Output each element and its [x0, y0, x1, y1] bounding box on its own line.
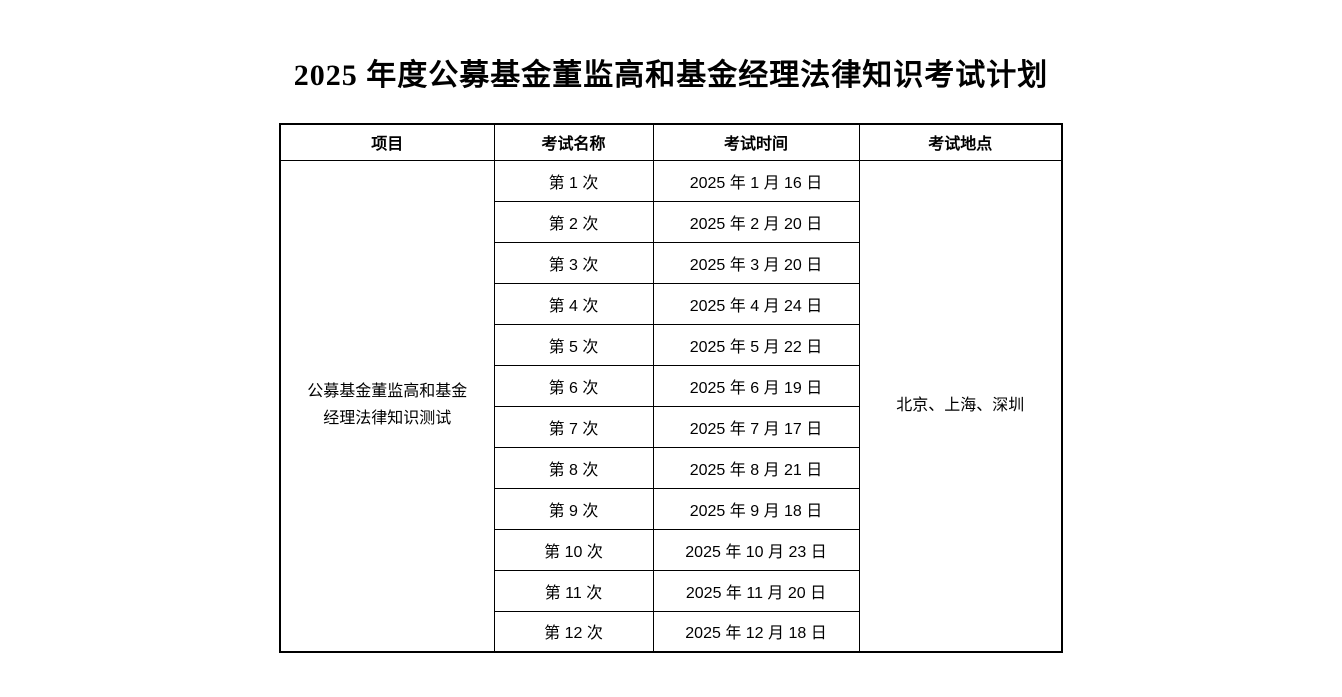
exam-name-cell: 第 11 次: [493, 569, 654, 612]
exam-date-cell: 2025 年 4 月 24 日: [652, 282, 860, 325]
exam-date-cell: 2025 年 3 月 20 日: [652, 241, 860, 284]
table-row: 第 5 次 2025 年 5 月 22 日: [280, 323, 1062, 366]
table-row: 第 2 次 2025 年 2 月 20 日: [280, 200, 1062, 243]
table-row: 第 7 次 2025 年 7 月 17 日: [280, 405, 1062, 448]
exam-name-cell: 第 5 次: [493, 323, 654, 366]
table-row: 第 12 次 2025 年 12 月 18 日: [280, 610, 1062, 653]
exam-name-cell: 第 9 次: [493, 487, 654, 530]
table-row: 第 10 次 2025 年 10 月 23 日: [280, 528, 1062, 571]
column-header-exam-name: 考试名称: [493, 123, 654, 161]
table-header-row: 项目 考试名称 考试时间 考试地点: [279, 123, 1063, 161]
exam-date-cell: 2025 年 7 月 17 日: [652, 405, 860, 448]
page-title: 2025 年度公募基金董监高和基金经理法律知识考试计划: [293, 59, 1049, 92]
project-cell: 公募基金董监高和基金 经理法律知识测试: [279, 159, 495, 653]
location-cell: 北京、上海、深圳: [858, 159, 1063, 653]
exam-name-cell: 第 2 次: [493, 200, 654, 243]
exam-name-cell: 第 3 次: [493, 241, 654, 284]
exam-name-cell: 第 12 次: [493, 610, 654, 653]
table-row: 第 4 次 2025 年 4 月 24 日: [280, 282, 1062, 325]
exam-schedule-table-wrap: 项目 考试名称 考试时间 考试地点 公募基金董监高和基金 经理法律知识测试 第 …: [279, 123, 1063, 653]
table-row: 公募基金董监高和基金 经理法律知识测试 第 1 次 2025 年 1 月 16 …: [279, 159, 1063, 653]
exam-name-cell: 第 8 次: [493, 446, 654, 489]
exam-schedule-table: 项目 考试名称 考试时间 考试地点 公募基金董监高和基金 经理法律知识测试 第 …: [279, 123, 1063, 653]
table-row: 第 11 次 2025 年 11 月 20 日: [280, 569, 1062, 612]
exam-name-cell: 第 1 次: [493, 159, 654, 202]
table-row: 第 3 次 2025 年 3 月 20 日: [280, 241, 1062, 284]
table-row: 第 9 次 2025 年 9 月 18 日: [280, 487, 1062, 530]
column-header-project: 项目: [279, 123, 495, 161]
exam-name-cell: 第 7 次: [493, 405, 654, 448]
exam-date-cell: 2025 年 10 月 23 日: [652, 528, 860, 571]
table-row: 第 6 次 2025 年 6 月 19 日: [280, 364, 1062, 407]
exam-date-cell: 2025 年 9 月 18 日: [652, 487, 860, 530]
exam-date-cell: 2025 年 2 月 20 日: [652, 200, 860, 243]
exam-name-cell: 第 10 次: [493, 528, 654, 571]
column-header-exam-place: 考试地点: [858, 123, 1063, 161]
exam-date-cell: 2025 年 8 月 21 日: [652, 446, 860, 489]
exam-name-cell: 第 4 次: [493, 282, 654, 325]
exam-date-cell: 2025 年 11 月 20 日: [652, 569, 860, 612]
column-header-exam-time: 考试时间: [652, 123, 860, 161]
exam-name-cell: 第 6 次: [493, 364, 654, 407]
table-row: 第 8 次 2025 年 8 月 21 日: [280, 446, 1062, 489]
exam-date-cell: 2025 年 6 月 19 日: [652, 364, 860, 407]
exam-date-cell: 2025 年 12 月 18 日: [652, 610, 860, 653]
exam-date-cell: 2025 年 1 月 16 日: [652, 159, 860, 202]
exam-date-cell: 2025 年 5 月 22 日: [652, 323, 860, 366]
